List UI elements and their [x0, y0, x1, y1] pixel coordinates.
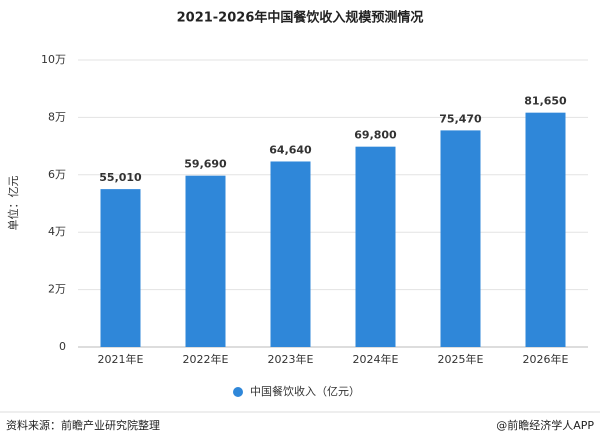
- bar: [440, 130, 481, 347]
- bar: [525, 112, 566, 348]
- value-label: 69,800: [354, 129, 397, 142]
- bar: [185, 175, 226, 347]
- chart-title: 2021-2026年中国餐饮收入规模预测情况: [177, 10, 424, 26]
- x-tick-label: 2024年E: [353, 352, 399, 366]
- y-tick-label: 0: [59, 340, 66, 353]
- y-tick-label: 10万: [41, 53, 66, 66]
- x-tick-label: 2022年E: [183, 352, 229, 366]
- legend-marker: [233, 387, 243, 397]
- bar: [100, 189, 141, 347]
- y-axis-label: 单位：亿元: [6, 176, 20, 231]
- x-tick-label: 2025年E: [438, 352, 484, 366]
- x-tick-label: 2026年E: [523, 352, 569, 366]
- footer-source: 资料来源：前瞻产业研究院整理: [6, 418, 160, 432]
- y-tick-label: 2万: [48, 283, 66, 296]
- footer-brand: @前瞻经济学人APP: [496, 418, 594, 432]
- value-label: 75,470: [439, 112, 482, 125]
- value-label: 64,640: [269, 143, 312, 156]
- legend-label: 中国餐饮收入（亿元）: [250, 384, 360, 398]
- value-label: 59,690: [184, 158, 227, 171]
- bar: [355, 146, 396, 347]
- x-tick-label: 2021年E: [98, 352, 144, 366]
- y-tick-label: 6万: [48, 168, 66, 181]
- y-tick-label: 8万: [48, 110, 66, 123]
- y-tick-label: 4万: [48, 225, 66, 238]
- value-label: 55,010: [99, 171, 142, 184]
- x-tick-label: 2023年E: [268, 352, 314, 366]
- bar: [270, 161, 311, 347]
- value-label: 81,650: [524, 95, 567, 108]
